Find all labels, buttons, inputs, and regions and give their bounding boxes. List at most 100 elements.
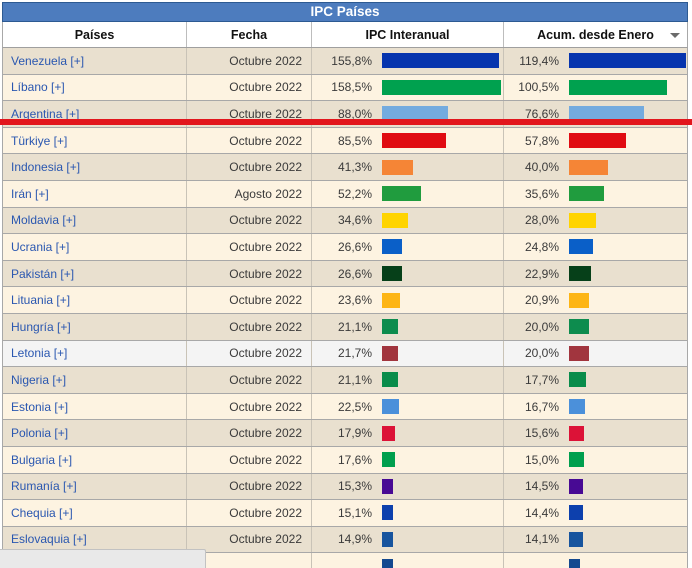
table-row: Chequia [+] Octubre 2022 15,1% 14,4%: [3, 500, 687, 527]
interanual-value: 21,1%: [337, 372, 372, 387]
country-cell: Chequia [+]: [3, 500, 187, 526]
acum-bar: [569, 452, 584, 468]
acum-cell: 22,9%: [504, 261, 687, 287]
country-link[interactable]: Rumanía [+]: [11, 479, 77, 494]
column-header-ipc-interanual: IPC Interanual: [312, 22, 504, 47]
interanual-bar: [382, 292, 400, 308]
interanual-bar: [382, 425, 395, 441]
acum-cell: 14,4%: [504, 500, 687, 526]
country-link[interactable]: Venezuela [+]: [11, 53, 85, 68]
country-link[interactable]: Letonia [+]: [11, 346, 68, 361]
date-cell: Octubre 2022: [187, 101, 312, 127]
country-cell: Nigeria [+]: [3, 367, 187, 393]
column-header-fecha: Fecha: [187, 22, 312, 47]
interanual-cell: 21,1%: [312, 313, 504, 340]
interanual-cell: 41,3%: [312, 154, 504, 180]
acum-value: 100,5%: [518, 80, 559, 95]
country-link[interactable]: Bulgaria [+]: [11, 452, 73, 467]
column-header-acum-desde-enero: Acum. desde Enero: [504, 22, 687, 47]
interanual-cell: 52,2%: [312, 180, 504, 207]
date-cell: Agosto 2022: [187, 180, 312, 207]
country-cell: Argentina [+]: [3, 101, 187, 127]
interanual-value: 17,6%: [337, 452, 372, 467]
acum-bar: [569, 292, 589, 308]
interanual-value: 34,6%: [337, 213, 372, 228]
interanual-cell: 26,6%: [312, 234, 504, 260]
acum-value: 17,7%: [524, 372, 559, 387]
acum-value: 14,5%: [524, 479, 559, 494]
interanual-value: 21,7%: [337, 346, 372, 361]
country-link[interactable]: Estonia [+]: [11, 399, 69, 414]
acum-bar: [569, 319, 589, 335]
interanual-bar: [382, 531, 393, 547]
date-cell: Octubre 2022: [187, 473, 312, 500]
country-link[interactable]: Hungría [+]: [11, 319, 71, 334]
interanual-cell: 88,0%: [312, 101, 504, 127]
acum-bar: [569, 478, 583, 494]
country-link[interactable]: Pakistán [+]: [11, 266, 75, 281]
acum-value: 15,6%: [524, 426, 559, 441]
country-link[interactable]: Chequia [+]: [11, 505, 73, 520]
table-header-row: Países Fecha IPC Interanual Acum. desde …: [2, 22, 688, 48]
acum-cell: 119,4%: [504, 48, 687, 74]
country-link[interactable]: Lituania [+]: [11, 293, 71, 308]
country-cell: Líbano [+]: [3, 74, 187, 101]
acum-cell: 24,8%: [504, 234, 687, 260]
country-link[interactable]: Argentina [+]: [11, 106, 80, 121]
interanual-cell: 17,6%: [312, 446, 504, 473]
acum-cell: 40,0%: [504, 154, 687, 180]
interanual-value: 15,3%: [337, 479, 372, 494]
acum-cell: 35,6%: [504, 181, 687, 207]
acum-cell: 14,1%: [504, 527, 687, 553]
country-link[interactable]: Nigeria [+]: [11, 372, 67, 387]
acum-value: 20,0%: [524, 319, 559, 334]
table-row: Türkiye [+] Octubre 2022 85,5% 57,8%: [3, 127, 687, 155]
interanual-cell: 85,5%: [312, 127, 504, 154]
table-row: Irán [+] Agosto 2022 52,2% 35,6%: [3, 180, 687, 208]
acum-cell: [504, 553, 687, 568]
date-cell: [187, 553, 312, 568]
date-cell: Octubre 2022: [187, 367, 312, 393]
acum-bar: [569, 186, 604, 202]
acum-cell: 20,9%: [504, 287, 687, 313]
chevron-down-icon[interactable]: [670, 33, 680, 38]
interanual-bar: [382, 558, 393, 568]
interanual-value: 88,0%: [337, 106, 372, 121]
date-cell: Octubre 2022: [187, 526, 312, 553]
country-link[interactable]: Moldavia [+]: [11, 213, 77, 228]
acum-cell: 17,7%: [504, 367, 687, 393]
acum-bar: [569, 345, 589, 361]
acum-cell: 100,5%: [504, 75, 687, 101]
table-body: Venezuela [+] Octubre 2022 155,8% 119,4%…: [2, 48, 688, 568]
interanual-bar: [382, 79, 501, 95]
acum-cell: 15,0%: [504, 447, 687, 473]
acum-bar: [569, 239, 593, 255]
country-cell: Rumanía [+]: [3, 473, 187, 500]
interanual-bar: [382, 372, 398, 388]
interanual-value: 52,2%: [337, 186, 372, 201]
country-link[interactable]: Türkiye [+]: [11, 133, 68, 148]
table-row: Eslovaquia [+] Octubre 2022 14,9% 14,1%: [3, 526, 687, 554]
country-link[interactable]: Ucrania [+]: [11, 239, 70, 254]
acum-cell: 76,6%: [504, 101, 687, 127]
date-cell: Octubre 2022: [187, 260, 312, 287]
country-link[interactable]: Polonia [+]: [11, 426, 69, 441]
country-link[interactable]: Irán [+]: [11, 186, 49, 201]
acum-bar: [569, 159, 608, 175]
interanual-value: 14,9%: [337, 532, 372, 547]
interanual-cell: 14,9%: [312, 526, 504, 553]
acum-value: 28,0%: [524, 213, 559, 228]
acum-value: 20,0%: [524, 346, 559, 361]
interanual-value: 41,3%: [337, 160, 372, 175]
interanual-bar: [382, 319, 398, 335]
date-cell: Octubre 2022: [187, 313, 312, 340]
interanual-cell: 155,8%: [312, 48, 504, 74]
country-link[interactable]: Eslovaquia [+]: [11, 532, 87, 547]
country-cell: Moldavia [+]: [3, 207, 187, 234]
date-cell: Octubre 2022: [187, 207, 312, 234]
interanual-bar: [382, 186, 421, 202]
country-link[interactable]: Líbano [+]: [11, 80, 65, 95]
country-link[interactable]: Indonesia [+]: [11, 160, 81, 175]
